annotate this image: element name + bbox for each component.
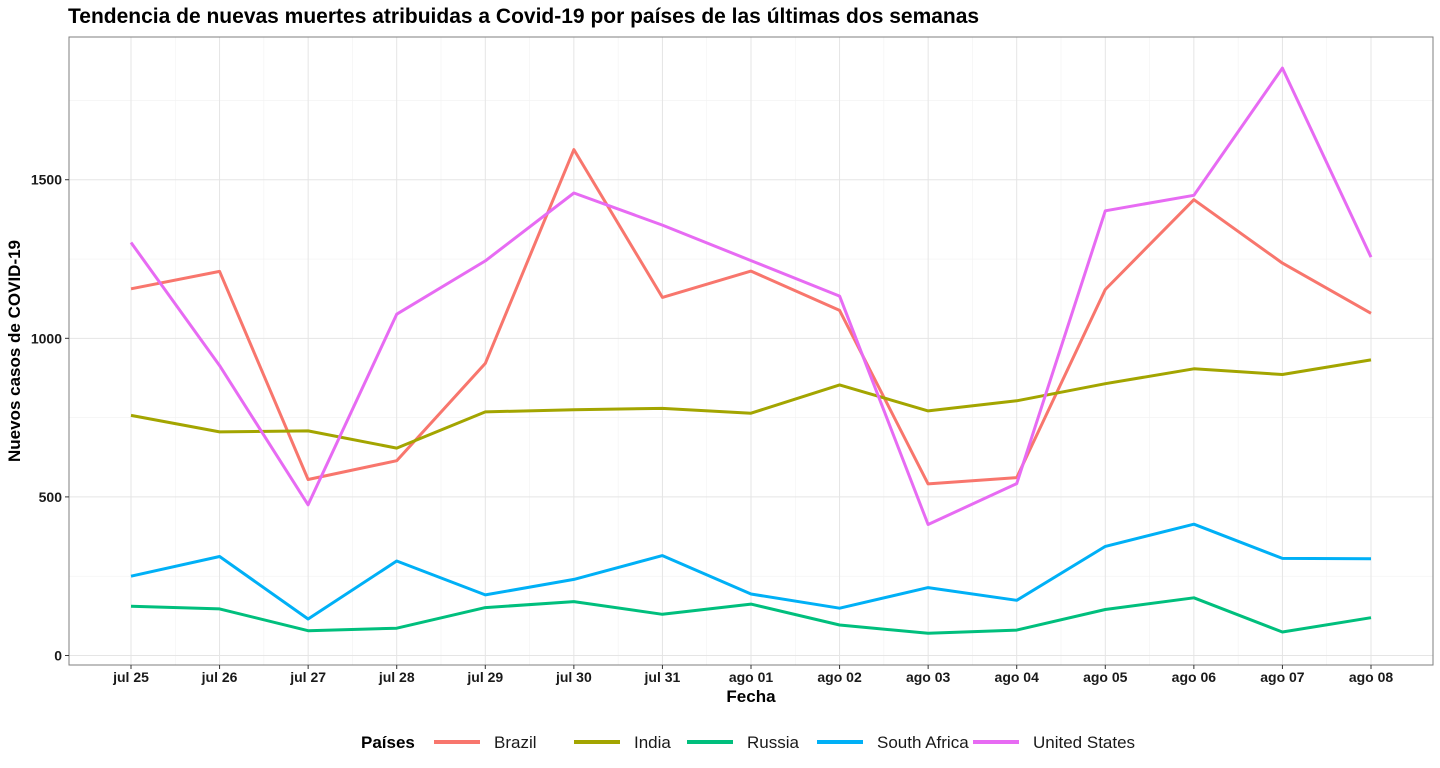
x-tick-label: jul 29 bbox=[466, 669, 503, 685]
legend-label-russia: Russia bbox=[747, 733, 800, 752]
legend-label-south-africa: South Africa bbox=[877, 733, 969, 752]
x-tick-label: ago 08 bbox=[1349, 669, 1394, 685]
series-lines bbox=[129, 66, 1373, 635]
y-tick-label: 1000 bbox=[31, 330, 62, 346]
x-tick-label: ago 01 bbox=[729, 669, 774, 685]
x-axis-title: Fecha bbox=[726, 687, 776, 706]
legend-label-united-states: United States bbox=[1033, 733, 1135, 752]
chart-title: Tendencia de nuevas muertes atribuidas a… bbox=[68, 5, 979, 28]
x-tick-label: ago 05 bbox=[1083, 669, 1128, 685]
x-tick-label: jul 31 bbox=[644, 669, 681, 685]
legend-label-india: India bbox=[634, 733, 671, 752]
y-tick-label: 500 bbox=[39, 489, 63, 505]
x-tick-label: ago 02 bbox=[817, 669, 862, 685]
legend-label-brazil: Brazil bbox=[494, 733, 537, 752]
x-tick-label: jul 27 bbox=[289, 669, 326, 685]
x-tick-label: jul 30 bbox=[555, 669, 592, 685]
y-axis-title: Nuevos casos de COVID-19 bbox=[5, 240, 24, 462]
x-tick-label: ago 03 bbox=[906, 669, 951, 685]
series-line-united-states bbox=[129, 66, 1373, 526]
series-line-brazil bbox=[130, 148, 1372, 486]
y-tick-label: 1500 bbox=[31, 172, 62, 188]
legend-title: Países bbox=[361, 733, 415, 752]
x-tick-label: jul 28 bbox=[378, 669, 415, 685]
x-tick-label: jul 26 bbox=[201, 669, 238, 685]
series-line-india bbox=[130, 358, 1372, 450]
x-tick-label: ago 07 bbox=[1260, 669, 1305, 685]
legend: Países Brazil India Russia South Africa Unit… bbox=[361, 733, 1135, 752]
x-tick-label: ago 06 bbox=[1172, 669, 1217, 685]
y-tick-label: 0 bbox=[54, 647, 62, 663]
x-tick-label: jul 25 bbox=[112, 669, 149, 685]
series-line-russia bbox=[130, 596, 1372, 635]
series-line-south-africa bbox=[130, 522, 1372, 621]
x-tick-label: ago 04 bbox=[995, 669, 1040, 685]
axes: 0 500 1000 1500 jul 25 jul 26 jul 27 jul 28 jul … bbox=[31, 172, 1394, 685]
